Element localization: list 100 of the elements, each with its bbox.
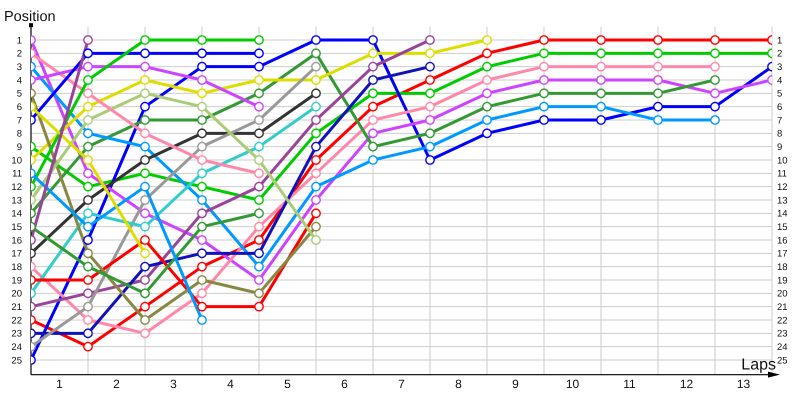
point — [197, 35, 207, 45]
point — [197, 75, 207, 85]
point — [83, 342, 93, 352]
y2-tick-label: 9 — [777, 142, 782, 154]
point — [83, 142, 93, 152]
point — [425, 102, 435, 112]
point — [482, 48, 492, 58]
point — [425, 35, 435, 45]
point — [83, 302, 93, 312]
x-tick-label: 12 — [680, 377, 694, 392]
point — [140, 302, 150, 312]
point — [710, 115, 720, 125]
point — [254, 62, 264, 72]
point — [197, 128, 207, 138]
y2-tick-label: 10 — [777, 155, 788, 166]
point — [140, 248, 150, 258]
point — [140, 262, 150, 272]
point — [653, 62, 663, 72]
y2-tick-label: 5 — [777, 88, 782, 100]
point — [83, 262, 93, 272]
point — [254, 222, 264, 232]
point — [425, 62, 435, 72]
point — [83, 75, 93, 85]
point — [311, 102, 321, 112]
y-tick-label: 4 — [16, 75, 22, 86]
y2-tick-label: 15 — [777, 222, 788, 234]
point — [254, 208, 264, 218]
point — [197, 302, 207, 312]
point — [311, 35, 321, 45]
point — [710, 75, 720, 85]
point — [482, 115, 492, 125]
point — [197, 275, 207, 285]
point — [653, 102, 663, 112]
point — [425, 75, 435, 85]
y2-tick-label: 12 — [777, 182, 788, 194]
y2-tick-label: 21 — [777, 302, 788, 314]
point — [311, 235, 321, 245]
point — [140, 128, 150, 138]
point — [482, 62, 492, 72]
y-tick-label: 9 — [16, 142, 22, 154]
point — [653, 48, 663, 58]
point — [596, 75, 606, 85]
point — [254, 262, 264, 272]
x-tick-label: 6 — [341, 377, 348, 392]
point — [368, 88, 378, 98]
point — [254, 142, 264, 152]
y-tick-label: 5 — [16, 88, 22, 100]
point — [83, 88, 93, 98]
point — [425, 115, 435, 125]
point — [368, 48, 378, 58]
point — [539, 102, 549, 112]
point — [197, 48, 207, 58]
point — [482, 35, 492, 45]
y-tick-label: 10 — [11, 155, 22, 166]
point — [368, 62, 378, 72]
point — [596, 115, 606, 125]
point — [653, 88, 663, 98]
y-tick-label: 14 — [11, 208, 22, 220]
point — [539, 115, 549, 125]
point — [368, 155, 378, 165]
point — [311, 222, 321, 232]
point — [539, 88, 549, 98]
y2-tick-label: 11 — [777, 168, 787, 180]
point — [482, 102, 492, 112]
point — [197, 315, 207, 325]
x-tick-label: 2 — [113, 377, 120, 392]
point — [140, 35, 150, 45]
point — [197, 262, 207, 272]
point — [311, 168, 321, 178]
point — [596, 48, 606, 58]
point — [140, 155, 150, 165]
y2-tick-label: 19 — [777, 275, 788, 286]
point — [254, 288, 264, 298]
point — [368, 115, 378, 125]
y-tick-label: 6 — [16, 102, 22, 114]
point — [368, 102, 378, 112]
point — [140, 222, 150, 232]
y2-tick-label: 1 — [777, 35, 782, 46]
point — [368, 142, 378, 152]
point — [83, 222, 93, 232]
point — [140, 195, 150, 205]
point — [368, 75, 378, 85]
point — [83, 155, 93, 165]
point — [482, 128, 492, 138]
point — [140, 102, 150, 112]
point — [254, 75, 264, 85]
y-tick-label: 21 — [11, 302, 22, 314]
y-tick-label: 24 — [11, 342, 22, 354]
point — [197, 208, 207, 218]
point — [311, 128, 321, 138]
point — [83, 195, 93, 205]
point — [710, 35, 720, 45]
point — [140, 142, 150, 152]
x-tick-label: 4 — [227, 377, 234, 392]
point — [254, 168, 264, 178]
point — [254, 195, 264, 205]
y2-tick-label: 7 — [777, 115, 782, 126]
point — [83, 288, 93, 298]
point — [254, 35, 264, 45]
y-tick-label: 25 — [11, 355, 22, 366]
